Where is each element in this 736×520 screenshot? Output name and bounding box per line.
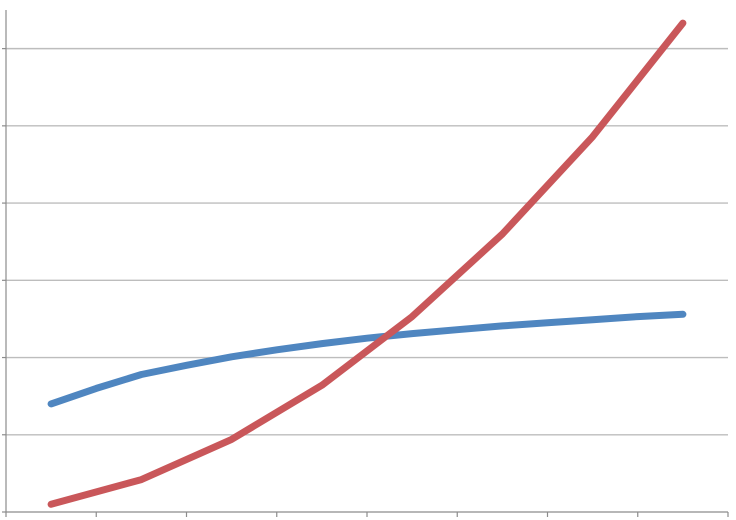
series-line-1	[47, 310, 687, 408]
series-line-2	[47, 19, 687, 508]
axes	[2, 10, 729, 517]
series-lines	[47, 19, 687, 508]
gridlines	[6, 47, 728, 436]
